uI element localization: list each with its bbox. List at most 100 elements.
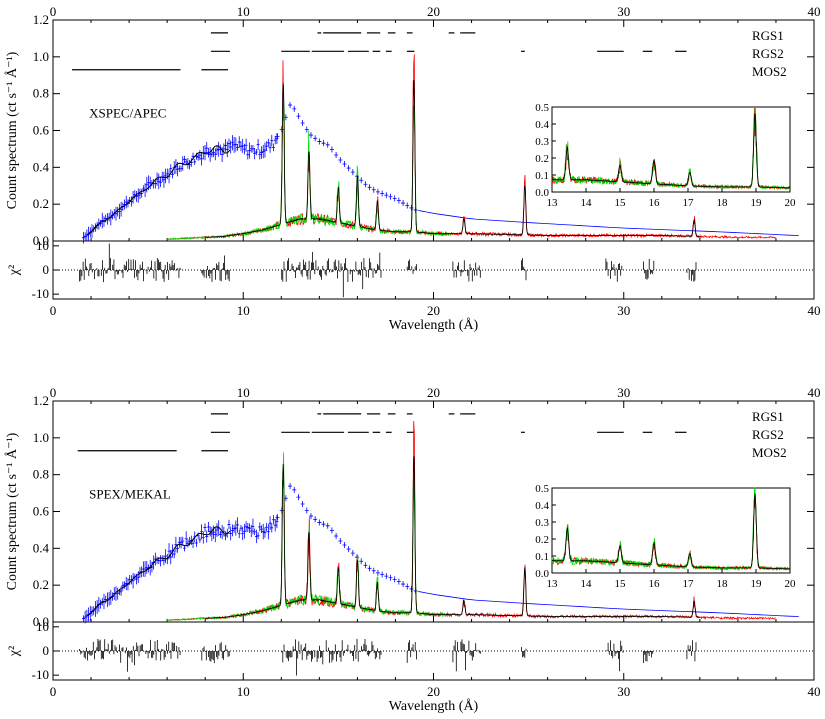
inset-rgs2-data — [551, 106, 790, 191]
inset-model — [551, 493, 790, 570]
x-tick-label: 30 — [617, 684, 630, 699]
mos2-data — [81, 102, 418, 244]
model-label: SPEX/MEKAL — [89, 487, 171, 502]
legend-mos2: MOS2 — [752, 445, 787, 460]
mos2-data — [81, 483, 418, 624]
residual-tick-label: 0 — [43, 262, 50, 277]
inset-x-tick-label: 13 — [547, 197, 559, 209]
y-tick-label: 1.0 — [33, 430, 49, 445]
x-tick-label-top: 10 — [237, 385, 250, 400]
inset-x-tick-label: 18 — [717, 197, 729, 209]
inset-x-tick-label: 20 — [785, 578, 797, 590]
inset-y-tick-label: 0.5 — [535, 102, 549, 114]
legend-rgs1: RGS1 — [752, 28, 784, 43]
mos2-model — [86, 526, 231, 617]
x-tick-label: 40 — [808, 684, 821, 699]
inset-y-tick-label: 0.0 — [535, 568, 549, 580]
inset-y-tick-label: 0.4 — [535, 500, 549, 512]
inset-y-tick-label: 0.4 — [535, 119, 549, 131]
inset-x-tick-label: 20 — [785, 197, 797, 209]
legend-mos2: MOS2 — [752, 64, 787, 79]
inset-y-tick-label: 0.2 — [535, 153, 549, 165]
y-tick-label: 0.4 — [33, 540, 50, 555]
residual-axis-label: χ² — [7, 646, 22, 657]
x-tick-label-top: 0 — [50, 385, 57, 400]
y-tick-label: 0.8 — [33, 86, 49, 101]
x-tick-label: 0 — [50, 684, 57, 699]
residuals — [79, 243, 697, 298]
x-tick-label: 20 — [427, 303, 440, 318]
x-tick-label: 40 — [808, 303, 821, 318]
legend-rgs1: RGS1 — [752, 409, 784, 424]
x-tick-label-top: 30 — [617, 4, 630, 19]
inset-y-tick-label: 0.0 — [535, 187, 549, 199]
x-tick-label-top: 10 — [237, 4, 250, 19]
y-tick-label: 1.0 — [33, 49, 49, 64]
y-axis-label: Count spectrum (ct s⁻¹ Å⁻¹) — [4, 432, 20, 590]
residuals — [79, 638, 697, 676]
x-tick-label: 0 — [50, 303, 57, 318]
inset-y-tick-label: 0.5 — [535, 483, 549, 495]
x-axis-label: Wavelength (Å) — [389, 317, 479, 333]
legend-rgs2: RGS2 — [752, 427, 784, 442]
y-tick-label: 1.2 — [33, 393, 49, 408]
y-tick-label: 0.6 — [33, 504, 50, 519]
inset-y-tick-label: 0.2 — [535, 534, 549, 546]
residual-tick-label: 10 — [36, 619, 49, 634]
x-tick-label-top: 0 — [50, 4, 57, 19]
inset-y-tick-label: 0.3 — [535, 136, 549, 148]
inset-rgs2-data — [551, 487, 790, 572]
inset-x-tick-label: 15 — [615, 197, 627, 209]
x-tick-label-top: 20 — [427, 4, 440, 19]
y-tick-label: 1.2 — [33, 12, 49, 27]
mos2-data-long — [418, 210, 799, 236]
inset-x-tick-label: 18 — [717, 578, 729, 590]
panel-spex-mekal: 0 10 20 30 40 0 10 20 30 40 0.0 0.2 0.4 0.6 0.8 1.0 1.2 1… — [4, 385, 821, 714]
inset-x-tick-label: 19 — [751, 197, 763, 209]
inset-x-tick-label: 19 — [751, 578, 763, 590]
inset-y-tick-label: 0.3 — [535, 517, 549, 529]
rgs-model — [205, 79, 700, 238]
y-tick-label: 0.2 — [33, 577, 49, 592]
x-tick-label: 20 — [427, 684, 440, 699]
panel-xspec-apec: 0 10 20 30 40 0 10 20 30 40 0.0 0.2 0.4 0.6 0.8 1.0 1.2 1… — [4, 4, 821, 333]
residual-tick-label: 10 — [36, 238, 49, 253]
x-tick-label-top: 20 — [427, 385, 440, 400]
y-tick-label: 0.6 — [33, 123, 50, 138]
x-tick-label: 10 — [237, 303, 250, 318]
model-label: XSPEC/APEC — [89, 106, 166, 121]
y-tick-label: 0.8 — [33, 467, 49, 482]
y-tick-label: 0.4 — [33, 159, 50, 174]
inset-x-tick-label: 16 — [649, 197, 661, 209]
x-tick-label-top: 40 — [808, 4, 821, 19]
inset-x-tick-label: 17 — [683, 197, 695, 209]
inset-x-tick-label: 14 — [581, 578, 593, 590]
x-tick-label: 10 — [237, 684, 250, 699]
inset-x-tick-label: 16 — [649, 578, 661, 590]
residual-axis-label: χ² — [7, 265, 22, 276]
residual-tick-label: -10 — [32, 667, 49, 682]
y-tick-label: 0.0 — [33, 233, 49, 248]
residual-tick-label: -10 — [32, 286, 49, 301]
y-tick-label: 0.2 — [33, 196, 49, 211]
legend-rgs2: RGS2 — [752, 46, 784, 61]
inset-x-tick-label: 14 — [581, 197, 593, 209]
inset-y-tick-label: 0.1 — [535, 170, 549, 182]
mos2-model — [86, 145, 231, 236]
inset-y-tick-label: 0.1 — [535, 551, 549, 563]
inset-x-tick-label: 13 — [547, 578, 559, 590]
inset-model — [551, 113, 790, 189]
x-tick-label-top: 40 — [808, 385, 821, 400]
mos2-data-long — [418, 591, 799, 617]
x-tick-label-top: 30 — [617, 385, 630, 400]
inset-x-tick-label: 17 — [683, 578, 695, 590]
y-tick-label: 0.0 — [33, 614, 49, 629]
x-axis-label: Wavelength (Å) — [389, 698, 479, 714]
residual-tick-label: 0 — [43, 643, 50, 658]
y-axis-label: Count spectrum (ct s⁻¹ Å⁻¹) — [4, 51, 20, 209]
rgs-model — [205, 456, 700, 619]
x-tick-label: 30 — [617, 303, 630, 318]
inset-x-tick-label: 15 — [615, 578, 627, 590]
